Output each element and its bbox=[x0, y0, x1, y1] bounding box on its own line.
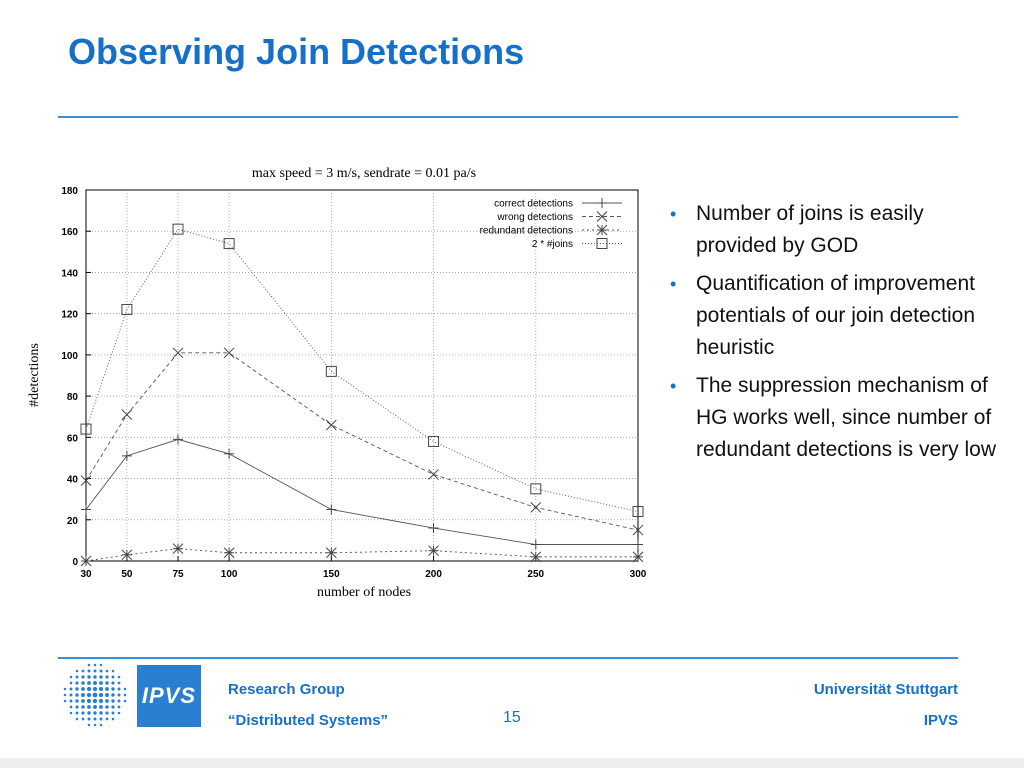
bullet-text: Quantification of improvement potentials… bbox=[696, 272, 976, 359]
data-point bbox=[172, 223, 184, 235]
data-point bbox=[326, 504, 337, 515]
chart: max speed = 3 m/s, sendrate = 0.01 pa/s … bbox=[0, 150, 660, 610]
bullet-icon: • bbox=[670, 376, 677, 396]
data-point bbox=[172, 543, 184, 554]
chart-svg: max speed = 3 m/s, sendrate = 0.01 pa/s … bbox=[27, 166, 647, 600]
plot-frame bbox=[85, 189, 639, 562]
bullet-item: • Quantification of improvement potential… bbox=[670, 268, 1000, 364]
y-tick-label: 160 bbox=[61, 227, 78, 238]
x-tick-label: 30 bbox=[80, 569, 92, 580]
y-tick-label: 100 bbox=[61, 351, 78, 362]
legend-marker bbox=[596, 211, 608, 222]
legend: correct detections wrong detections redund… bbox=[480, 198, 622, 250]
data-point bbox=[325, 365, 337, 377]
legend-marker bbox=[597, 198, 607, 208]
bullet-icon: • bbox=[670, 204, 677, 224]
footer-distributed-systems: “Distributed Systems” bbox=[228, 712, 389, 729]
bullet-item: • The suppression mechanism of HG works w… bbox=[670, 370, 1000, 466]
page-number: 15 bbox=[503, 709, 521, 726]
y-tick-label: 40 bbox=[67, 475, 79, 486]
data-point bbox=[121, 304, 133, 316]
x-tick-label: 200 bbox=[425, 569, 442, 580]
series-line bbox=[85, 438, 638, 545]
footer-research-group: Research Group bbox=[228, 681, 345, 698]
bullet-item: • Number of joins is easily provided by G… bbox=[670, 198, 1000, 262]
series-3 bbox=[80, 223, 644, 518]
series bbox=[80, 223, 644, 567]
series-0 bbox=[81, 434, 643, 550]
legend-label: wrong detections bbox=[496, 212, 573, 223]
data-point bbox=[121, 549, 133, 561]
ipvs-logo: IPVS bbox=[137, 665, 201, 727]
data-point bbox=[530, 551, 542, 563]
slide-title: Observing Join Detections bbox=[68, 31, 525, 72]
x-tick-label: 250 bbox=[527, 569, 544, 580]
y-tick-label: 140 bbox=[61, 268, 78, 279]
y-tick-label: 0 bbox=[72, 557, 78, 568]
data-point bbox=[530, 539, 541, 550]
x-tick-label: 150 bbox=[323, 569, 340, 580]
x-axis-label: number of nodes bbox=[317, 585, 411, 600]
data-point bbox=[530, 502, 542, 513]
data-point bbox=[428, 523, 439, 534]
data-point bbox=[173, 434, 183, 445]
data-point bbox=[80, 555, 92, 567]
series-line bbox=[85, 352, 639, 531]
y-tick-label: 120 bbox=[61, 310, 78, 321]
bullet-list: • Number of joins is easily provided by G… bbox=[670, 198, 1000, 472]
footer-divider bbox=[58, 657, 958, 659]
legend-label: 2 * #joins bbox=[532, 239, 573, 250]
series-1 bbox=[80, 347, 644, 536]
bullet-text: The suppression mechanism of HG works we… bbox=[696, 374, 996, 461]
series-line bbox=[85, 228, 639, 512]
series-2 bbox=[80, 543, 644, 567]
data-point bbox=[223, 238, 235, 250]
y-tick-label: 60 bbox=[67, 433, 79, 444]
data-point bbox=[81, 504, 91, 515]
tick-labels: 0 20 40 60 80 100 120 140 160 180 30 50 75 100 150 200 2… bbox=[61, 186, 646, 580]
data-point bbox=[223, 547, 235, 559]
data-point bbox=[80, 423, 92, 435]
bottom-band bbox=[0, 758, 1024, 768]
y-tick-label: 80 bbox=[67, 392, 79, 403]
legend-label: redundant detections bbox=[480, 226, 573, 237]
legend-marker bbox=[596, 224, 608, 236]
y-axis-label: #detections bbox=[27, 343, 42, 407]
bullet-text: Number of joins is easily provided by GO… bbox=[696, 202, 924, 257]
y-tick-label: 180 bbox=[61, 186, 78, 197]
y-tick-label: 20 bbox=[67, 516, 79, 527]
data-point bbox=[223, 347, 235, 359]
footer-ipvs: IPVS bbox=[923, 712, 958, 729]
data-point bbox=[325, 547, 337, 559]
title-divider bbox=[58, 116, 958, 118]
data-point bbox=[428, 545, 439, 557]
bullet-icon: • bbox=[670, 274, 677, 294]
university-logo-icon bbox=[63, 663, 127, 727]
chart-title: max speed = 3 m/s, sendrate = 0.01 pa/s bbox=[252, 166, 476, 181]
data-point bbox=[121, 450, 132, 461]
data-point bbox=[632, 506, 644, 518]
x-tick-label: 50 bbox=[121, 569, 133, 580]
legend-marker bbox=[596, 238, 608, 249]
data-point bbox=[428, 435, 440, 447]
x-tick-label: 100 bbox=[221, 569, 238, 580]
x-tick-label: 300 bbox=[630, 569, 647, 580]
series-line bbox=[85, 548, 638, 562]
legend-label: correct detections bbox=[494, 199, 573, 210]
data-point bbox=[172, 347, 184, 359]
data-point bbox=[325, 419, 337, 431]
data-point bbox=[530, 483, 542, 495]
x-tick-label: 75 bbox=[172, 569, 184, 580]
data-point bbox=[633, 539, 643, 550]
data-point bbox=[80, 475, 92, 486]
data-point bbox=[224, 448, 235, 459]
data-point bbox=[632, 551, 644, 563]
data-point bbox=[632, 524, 644, 536]
data-point bbox=[121, 409, 133, 421]
data-point bbox=[428, 469, 439, 480]
footer-university: Universität Stuttgart bbox=[813, 681, 958, 698]
